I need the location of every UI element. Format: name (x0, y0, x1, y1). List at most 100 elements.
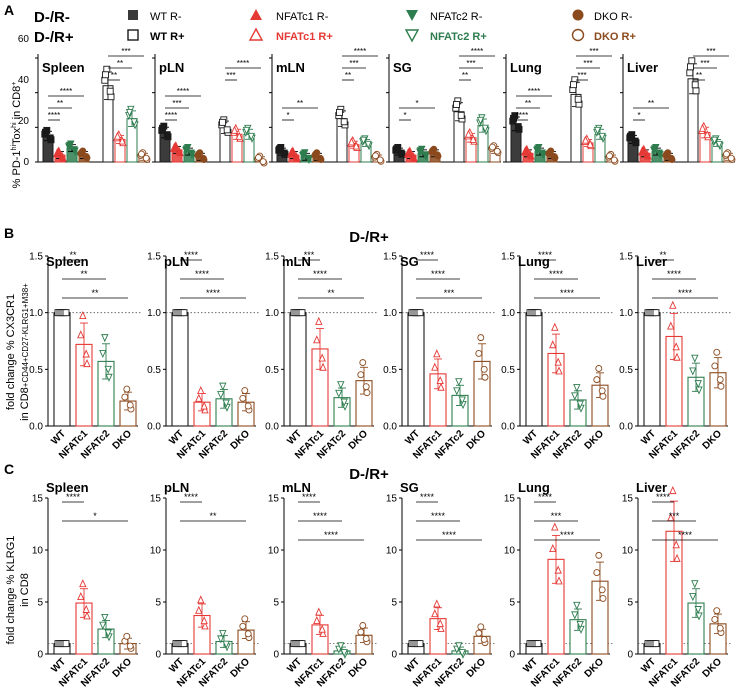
data-point (62, 309, 70, 317)
data-point (244, 630, 252, 638)
data-point (554, 357, 562, 366)
data-point (480, 636, 488, 643)
significance-label: *** (700, 59, 709, 68)
data-point (481, 124, 489, 133)
data-point (259, 158, 267, 166)
significance-label: **** (66, 492, 81, 502)
significance-label: **** (678, 530, 693, 540)
significance-label: ** (525, 99, 531, 108)
significance-label: ** (659, 250, 667, 260)
bar (407, 312, 425, 427)
data-point (315, 607, 323, 616)
data-point (130, 118, 138, 127)
data-point (715, 140, 723, 149)
data-point (337, 381, 345, 390)
data-point (319, 628, 327, 637)
legend-label-c1-plus: NFATc1 R+ (276, 31, 333, 43)
y-tick-label: 0.5 (383, 365, 397, 376)
data-point (570, 81, 577, 89)
panel-c-ylabel: fold change % KLRG1 (5, 536, 17, 645)
significance-label: *** (444, 288, 455, 298)
y-tick-label: 10 (150, 546, 162, 557)
data-point (610, 156, 618, 164)
significance-label: **** (431, 269, 446, 279)
data-point (458, 649, 466, 658)
data-point (650, 145, 659, 154)
data-point (101, 613, 109, 622)
panel-facet: 0.00.51.01.5 SpleenWTNFATc1NFATc2DKO*****… (29, 250, 142, 461)
legend-marker-c1-plus (248, 27, 264, 41)
bar (171, 312, 189, 427)
data-point (347, 137, 356, 146)
y-tick-label: 0 (155, 650, 161, 661)
data-point (571, 392, 579, 401)
data-point (359, 359, 367, 367)
data-point (687, 63, 694, 71)
data-point (549, 340, 557, 349)
y-tick-label: 1.5 (265, 252, 279, 263)
significance-label: **** (538, 250, 553, 260)
data-point (457, 111, 465, 119)
data-point (455, 642, 463, 651)
data-point (598, 387, 606, 395)
data-point (241, 615, 249, 623)
data-point (436, 618, 444, 627)
legend-marker-wt-plus (127, 29, 139, 41)
data-point (159, 124, 166, 132)
data-point (337, 642, 345, 651)
facet-title: Spleen (42, 60, 85, 75)
data-point (335, 389, 343, 398)
data-point (123, 632, 131, 640)
significance-label: ** (209, 511, 217, 521)
significance-label: ** (69, 250, 77, 260)
facet-title: Liver (627, 60, 658, 75)
data-point (200, 401, 208, 410)
significance-label: **** (471, 47, 483, 56)
data-point (533, 145, 542, 154)
y-tick-label: 0.0 (147, 422, 161, 433)
panel-b-header: D-/R+ (349, 229, 389, 246)
facet-title: mLN (282, 480, 311, 495)
data-point (433, 151, 441, 159)
data-point (372, 152, 379, 160)
data-point (673, 553, 681, 562)
data-point (298, 309, 306, 317)
data-point (197, 595, 205, 604)
significance-label: *** (589, 47, 598, 56)
data-point (554, 565, 562, 574)
data-point (586, 139, 594, 148)
panel-a-facet: pLN****************** (152, 54, 268, 167)
data-point (686, 69, 694, 77)
x-tick-label: DKO (465, 428, 489, 452)
data-point (667, 321, 675, 330)
data-point (201, 405, 209, 414)
data-point (691, 354, 699, 363)
legend-marker-c2-minus (406, 10, 418, 21)
panel-a-ytick: 60 (18, 34, 30, 45)
legend-marker-dko-minus (572, 9, 584, 21)
data-point (691, 580, 699, 589)
bar (53, 312, 71, 427)
data-point (669, 486, 677, 495)
facet-title: mLN (282, 254, 311, 269)
data-point (65, 141, 74, 150)
data-point (180, 640, 188, 648)
significance-label: **** (302, 492, 317, 502)
data-point (53, 147, 62, 156)
x-tick-label: DKO (465, 656, 489, 680)
data-point (555, 576, 563, 585)
significance-label: *** (706, 47, 715, 56)
data-point (409, 151, 417, 160)
y-tick-label: 0.0 (265, 422, 279, 433)
y-tick-label: 1.5 (501, 252, 515, 263)
data-point (421, 151, 429, 160)
data-point (105, 373, 113, 382)
data-point (475, 629, 483, 637)
data-point (475, 350, 483, 357)
y-tick-label: 15 (32, 494, 44, 505)
data-point (717, 382, 725, 390)
y-tick-label: 10 (622, 546, 634, 557)
data-point (437, 623, 445, 632)
data-point (219, 118, 226, 126)
legend: D-/R- D-/R+ WT R- WT R+ NFATc1 R- NFATc1… (34, 9, 636, 46)
